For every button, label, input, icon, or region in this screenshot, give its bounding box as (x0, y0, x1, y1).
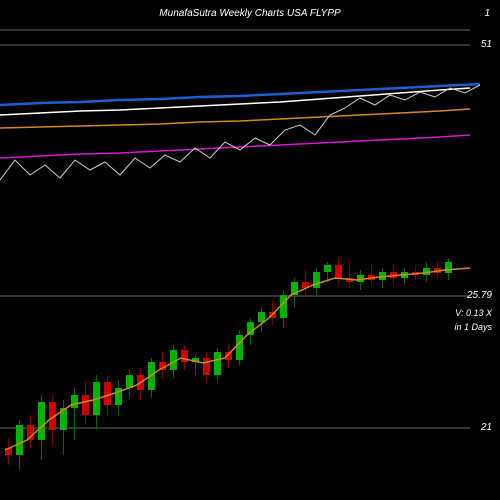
candlestick-series (5, 258, 452, 470)
volume-info: V: 0.13 X (455, 308, 492, 318)
upper-indicator-lines (0, 84, 480, 180)
chart-container: MunafaSutra Weekly Charts USA FLYPP 1 51… (0, 0, 500, 500)
axis-label: 51 (481, 39, 492, 50)
gridlines (0, 30, 470, 428)
chart-svg (0, 0, 500, 500)
axis-label: 21 (481, 422, 492, 433)
days-info: in 1 Days (454, 322, 492, 332)
axis-label: 25.79 (467, 290, 492, 301)
